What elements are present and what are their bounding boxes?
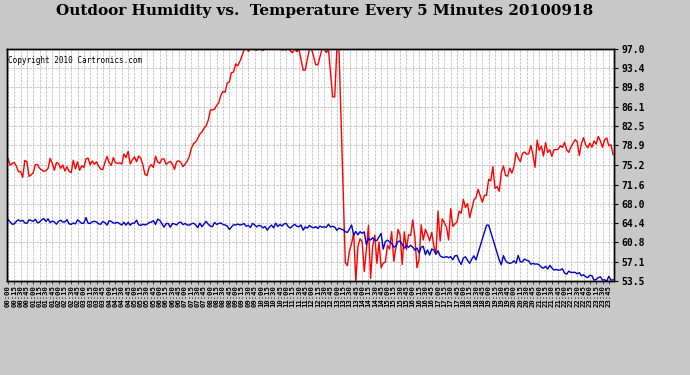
Text: Copyright 2010 Cartronics.com: Copyright 2010 Cartronics.com [8, 56, 142, 65]
Text: Outdoor Humidity vs.  Temperature Every 5 Minutes 20100918: Outdoor Humidity vs. Temperature Every 5… [56, 4, 593, 18]
